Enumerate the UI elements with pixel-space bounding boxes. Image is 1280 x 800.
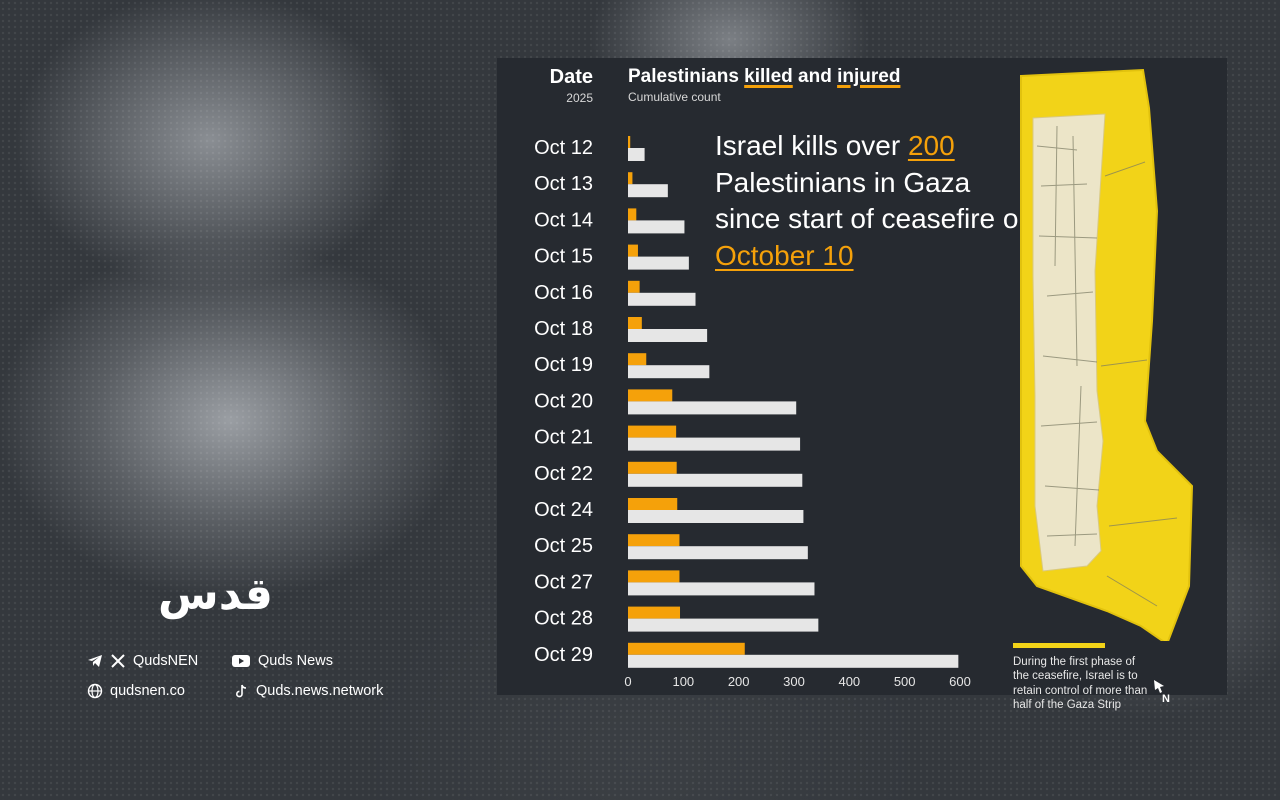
bar-injured bbox=[628, 546, 808, 560]
bar-injured bbox=[628, 292, 696, 306]
x-handle: QudsNEN bbox=[133, 653, 199, 669]
x-tick-label: 600 bbox=[949, 674, 971, 689]
bar-injured bbox=[628, 365, 710, 379]
bar-killed bbox=[628, 570, 680, 583]
bar-injured bbox=[628, 437, 801, 451]
social-website[interactable]: qudsnen.co bbox=[87, 683, 185, 699]
chart-title: Palestinians killed and injured Cumulati… bbox=[628, 66, 900, 104]
bar-killed bbox=[628, 172, 633, 185]
north-arrow-icon: N bbox=[1154, 680, 1170, 704]
bar-killed bbox=[628, 317, 642, 329]
title-injured: injured bbox=[837, 66, 901, 87]
bar-killed bbox=[628, 280, 640, 293]
category-label: Oct 13 bbox=[534, 173, 593, 195]
x-tick-label: 400 bbox=[838, 674, 860, 689]
headline-date: October 10 bbox=[715, 239, 854, 271]
bar-killed bbox=[628, 461, 677, 474]
bar-injured bbox=[628, 256, 689, 270]
bar-chart: Oct 12 Oct 13 Oct 14 Oct 15 Oct 16 Oct 18 Oct … bbox=[534, 136, 971, 689]
globe-icon bbox=[87, 683, 103, 699]
youtube-name: Quds News bbox=[258, 653, 333, 669]
bar-killed bbox=[628, 534, 680, 547]
bar-killed bbox=[628, 389, 673, 402]
bar-injured bbox=[628, 184, 668, 198]
bar-killed bbox=[628, 136, 631, 148]
telegram-icon bbox=[88, 655, 102, 667]
bar-injured bbox=[628, 148, 645, 161]
category-label: Oct 22 bbox=[534, 463, 593, 485]
infographic-panel: Date 2025 Palestinians killed and injure… bbox=[497, 58, 1227, 711]
tiktok-handle: Quds.news.network bbox=[256, 683, 384, 699]
legend-note: During the first phase of the ceasefire,… bbox=[1013, 656, 1148, 711]
youtube-icon bbox=[232, 655, 250, 667]
bar-killed bbox=[628, 498, 678, 510]
category-label: Oct 19 bbox=[534, 354, 593, 376]
gaza-strip-map bbox=[1020, 68, 1194, 641]
social-youtube[interactable]: Quds News bbox=[231, 653, 333, 669]
date-label: Date bbox=[549, 66, 593, 88]
x-tick-label: 500 bbox=[894, 674, 916, 689]
x-icon bbox=[111, 654, 125, 668]
uncontrolled-area bbox=[1032, 113, 1106, 572]
category-label: Oct 29 bbox=[534, 644, 593, 666]
tiktok-icon bbox=[236, 684, 247, 698]
bar-injured bbox=[628, 329, 708, 342]
social-tiktok[interactable]: Quds.news.network bbox=[233, 683, 383, 699]
category-label: Oct 18 bbox=[534, 318, 593, 340]
category-label: Oct 14 bbox=[534, 209, 593, 231]
bar-injured bbox=[628, 618, 819, 632]
x-tick-label: 300 bbox=[783, 674, 805, 689]
category-label: Oct 20 bbox=[534, 390, 593, 412]
bar-killed bbox=[628, 425, 677, 438]
headline-number: 200 bbox=[907, 130, 955, 161]
bar-killed bbox=[628, 244, 638, 257]
x-tick-label: 0 bbox=[624, 674, 631, 689]
bar-killed bbox=[628, 353, 647, 366]
bar-killed bbox=[628, 208, 637, 221]
date-column-header: Date 2025 bbox=[497, 66, 593, 105]
x-tick-label: 200 bbox=[728, 674, 750, 689]
bar-injured bbox=[628, 401, 797, 415]
chart-title-text: Palestinians killed and injured bbox=[628, 66, 901, 87]
bar-injured bbox=[628, 473, 803, 487]
bar-killed bbox=[628, 606, 681, 619]
category-label: Oct 15 bbox=[534, 246, 593, 268]
category-label: Oct 25 bbox=[534, 535, 593, 557]
bar-injured bbox=[628, 654, 959, 668]
year-label: 2025 bbox=[566, 91, 593, 105]
category-label: Oct 12 bbox=[534, 137, 593, 159]
bar-injured bbox=[628, 510, 804, 523]
bar-injured bbox=[628, 220, 685, 234]
legend-swatch bbox=[1013, 643, 1105, 648]
chart-subtitle: Cumulative count bbox=[628, 90, 721, 104]
category-label: Oct 24 bbox=[534, 499, 593, 521]
social-telegram-x[interactable]: QudsNEN bbox=[87, 653, 198, 669]
bar-injured bbox=[628, 582, 815, 596]
headline: Israel kills over 200 Palestinians in Ga… bbox=[715, 130, 1035, 271]
category-label: Oct 21 bbox=[534, 427, 593, 449]
quds-logo: قدس bbox=[158, 569, 275, 620]
title-killed: killed bbox=[744, 66, 793, 87]
website-url: qudsnen.co bbox=[110, 683, 185, 699]
north-label: N bbox=[1162, 693, 1170, 704]
bar-killed bbox=[628, 642, 745, 655]
category-label: Oct 16 bbox=[534, 282, 593, 304]
category-label: Oct 28 bbox=[534, 608, 593, 630]
x-tick-label: 100 bbox=[672, 674, 694, 689]
category-label: Oct 27 bbox=[534, 571, 593, 593]
